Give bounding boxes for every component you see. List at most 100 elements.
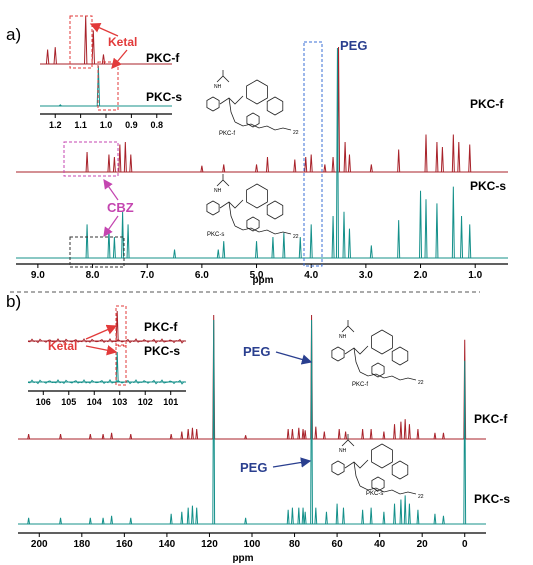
pkc-f-13c-peak [442, 432, 445, 440]
pkc-s-1h-peak [112, 236, 116, 259]
pkc-f-13c-peak [195, 429, 199, 440]
panel-b-label: b) [6, 292, 21, 311]
taxane-ring-icon [391, 460, 409, 480]
inset-a-axis-tick-label: 0.9 [125, 120, 138, 130]
panel-b-ketal-label: Ketal [48, 339, 77, 353]
peg-repeat-subscript: 22 [418, 380, 424, 386]
pkc-f-1h-peak [440, 146, 444, 173]
pkc-f-1h-peak [129, 154, 133, 173]
panel-b-inset-pkc-f-label: PKC-f [144, 320, 178, 334]
pkc-s-1h-peak [255, 241, 259, 259]
pkc-f-13c-peak [393, 424, 396, 440]
peg-chain-bond [359, 485, 417, 495]
panel-b-trace-pkc-s-label: PKC-s [474, 492, 510, 506]
benzoyl-ring-icon [246, 216, 260, 232]
panel-a-label: a) [6, 25, 21, 44]
benzoyl-ring-icon [371, 362, 385, 378]
tert-butyl-group-icon [216, 70, 230, 83]
pkc-f-13c-peak [361, 429, 365, 440]
peg-arrow-top [275, 351, 313, 365]
pkc-f-13c-peak [303, 430, 307, 440]
panel-a-axis-tick-label: 8.0 [86, 270, 100, 281]
panel-b-peg-label-bottom: PEG [240, 460, 267, 475]
benzoyl-ring-icon [371, 476, 385, 492]
panel-b-axis-tick-label: 180 [73, 539, 90, 550]
panel-b-inset: 106 105 104 103 102 101 [27, 305, 187, 407]
pkc-s-13c-peak [129, 517, 133, 525]
pkc-f-13c-peak [291, 429, 294, 440]
pkc-f-13c-peak [322, 431, 326, 440]
pkc-f-13c-peak [59, 433, 62, 440]
inset-a-pkc-f-peak [45, 49, 50, 65]
inset-b-axis-tick-label: 102 [138, 397, 153, 407]
pkc-s-13c-peak [27, 517, 31, 525]
pkc-s-13c-peak [310, 319, 313, 525]
pkc-f-structure-drawing: NH 22 [206, 70, 299, 136]
panel-b-axis-tick-label: 80 [289, 539, 301, 550]
pkc-s-1h-peak [222, 241, 226, 259]
pkc-f-1h-peak [435, 141, 439, 173]
taxane-ring-icon [246, 79, 268, 105]
taxane-ring-icon [371, 443, 393, 469]
pkc-f-1h-peak [107, 154, 111, 173]
benzoyl-ring-icon [246, 112, 260, 128]
inset-b-ketal-box-2 [115, 344, 127, 386]
peg-arrow-bottom [272, 457, 312, 468]
ketal-linker-bond [353, 347, 361, 373]
pkc-s-13c-peak [303, 511, 307, 525]
pkc-s-1h-peak [126, 224, 130, 259]
pkc-s-13c-peak [314, 507, 318, 525]
taxane-ring-icon [391, 346, 409, 366]
peg-chain-bond [359, 371, 417, 381]
pkc-f-13c-peak [297, 427, 301, 440]
panel-b-struct-s-caption: PKC-s [366, 491, 383, 497]
pkc-f-1h-peak [222, 164, 226, 173]
panel-b-axis-tick-label: 60 [332, 539, 344, 550]
panel-a-ketal-label: Ketal [108, 35, 137, 49]
panel-a-axis-tick-label: 9.0 [31, 270, 45, 281]
panel-a-axis-tick-label: 2.0 [414, 270, 428, 281]
taxane-ring-icon [246, 183, 268, 209]
inset-a-axis-tick-label: 1.2 [49, 120, 62, 130]
phenyl-ring-icon [206, 200, 220, 216]
peg-chain-bond [234, 225, 292, 235]
panel-a-axis-tick-label: 1.0 [468, 270, 482, 281]
panel-b-peg-label-top: PEG [243, 344, 270, 359]
pkc-f-1h-peak [309, 154, 313, 173]
panel-a-cbz-box-bottom [69, 236, 125, 268]
peg-chain-bond [234, 121, 292, 131]
pkc-f-1h-peak [118, 144, 122, 173]
nh-atom-label: NH [214, 188, 222, 194]
pkc-s-13c-peak [195, 507, 199, 525]
pkc-f-1h-peak [331, 156, 335, 173]
pkc-f-13c-peak [169, 433, 173, 440]
pkc-s-1h-peak [460, 215, 464, 259]
pkc-f-13c-peak [186, 429, 190, 440]
pkc-s-1h-peak [451, 186, 455, 259]
side-chain-bond [219, 95, 244, 105]
panel-a-spectra [16, 46, 508, 259]
panel-a-axis-tick-label: 4.0 [304, 270, 318, 281]
inset-a-axis-tick-label: 0.8 [151, 120, 164, 130]
pkc-f-1h-peak [343, 141, 347, 173]
pkc-s-1h-peak [173, 249, 177, 259]
pkc-f-13c-peak [129, 433, 133, 440]
pkc-s-1h-peak [309, 224, 313, 259]
pkc-s-1h-peak [424, 199, 428, 259]
panel-b-inset-pkc-s-label: PKC-s [144, 344, 180, 358]
panel-a-struct-f-caption: PKC-f [219, 131, 235, 137]
pkc-s-1h-peak [216, 249, 220, 259]
pkc-f-1h-peak [457, 141, 461, 173]
pkc-s-13c-peak [59, 517, 62, 525]
panel-b-axis-tick-label: 40 [374, 539, 386, 550]
pkc-s-13c-peak [88, 517, 92, 525]
ketal-arrow-b1 [85, 324, 118, 340]
side-chain-bond [344, 345, 369, 355]
pkc-f-13c-peak [416, 429, 420, 440]
panel-b-struct-f-caption: PKC-f [352, 382, 368, 388]
panel-b-axis-tick-label: 160 [116, 539, 133, 550]
pkc-s-13c-peak [408, 503, 411, 525]
pkc-f-1h-peak [293, 159, 297, 173]
panel-a-axis-tick-label: 3.0 [359, 270, 373, 281]
pkc-s-13c-peak [180, 511, 184, 525]
